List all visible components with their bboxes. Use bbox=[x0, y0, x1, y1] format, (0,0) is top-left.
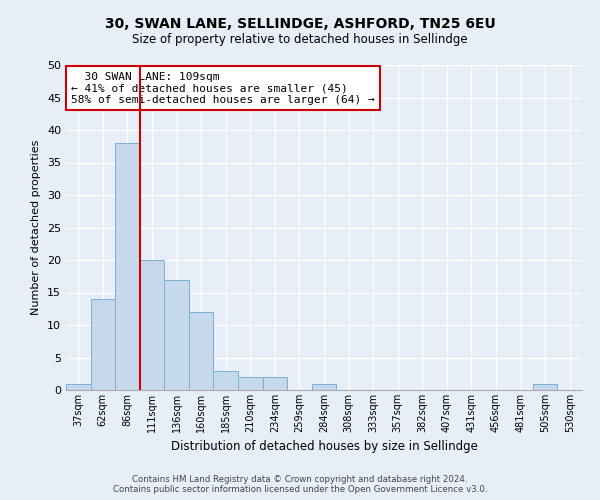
Text: Size of property relative to detached houses in Sellindge: Size of property relative to detached ho… bbox=[132, 32, 468, 46]
Bar bbox=[312, 384, 336, 390]
Bar bbox=[238, 377, 263, 390]
Y-axis label: Number of detached properties: Number of detached properties bbox=[31, 140, 41, 315]
X-axis label: Distribution of detached houses by size in Sellindge: Distribution of detached houses by size … bbox=[170, 440, 478, 454]
Text: 30, SWAN LANE, SELLINDGE, ASHFORD, TN25 6EU: 30, SWAN LANE, SELLINDGE, ASHFORD, TN25 … bbox=[104, 18, 496, 32]
Text: Contains public sector information licensed under the Open Government Licence v3: Contains public sector information licen… bbox=[113, 485, 487, 494]
Bar bbox=[164, 280, 189, 390]
Bar bbox=[140, 260, 164, 390]
Bar bbox=[189, 312, 214, 390]
Bar bbox=[91, 299, 115, 390]
Text: 30 SWAN LANE: 109sqm
← 41% of detached houses are smaller (45)
58% of semi-detac: 30 SWAN LANE: 109sqm ← 41% of detached h… bbox=[71, 72, 375, 104]
Bar bbox=[263, 377, 287, 390]
Bar bbox=[533, 384, 557, 390]
Bar bbox=[66, 384, 91, 390]
Bar bbox=[214, 370, 238, 390]
Bar bbox=[115, 143, 140, 390]
Text: Contains HM Land Registry data © Crown copyright and database right 2024.: Contains HM Land Registry data © Crown c… bbox=[132, 475, 468, 484]
